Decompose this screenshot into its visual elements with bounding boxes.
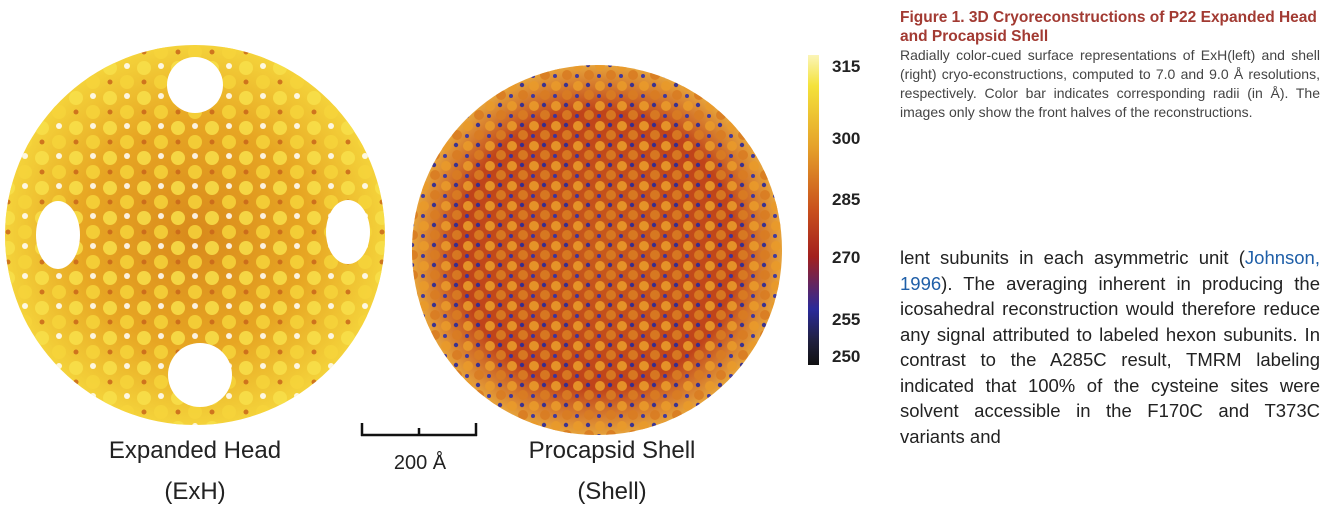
shell-image xyxy=(412,65,782,435)
color-tick: 285 xyxy=(832,190,860,210)
color-tick: 270 xyxy=(832,248,860,268)
scale-label: 200 Å xyxy=(340,452,500,475)
color-tick: 300 xyxy=(832,129,860,149)
panel-abbr: (ExH) xyxy=(65,478,325,506)
exh-image xyxy=(5,45,385,425)
text: lent subunits in each asymmetric unit ( xyxy=(900,247,1245,268)
panel-abbr: (Shell) xyxy=(482,478,742,506)
color-tick: 315 xyxy=(832,57,860,77)
panel-label: Procapsid Shell xyxy=(482,437,742,465)
text: ). The averaging inherent in producing t… xyxy=(900,273,1320,447)
caption-text: Radially color-cued surface representati… xyxy=(900,46,1320,122)
scale-bar xyxy=(361,423,477,436)
caption: Figure 1. 3D Cryoreconstructions of P22 … xyxy=(900,8,1320,122)
caption-title: Figure 1. 3D Cryoreconstructions of P22 … xyxy=(900,8,1320,46)
body-text: lent subunits in each asymmetric unit (J… xyxy=(900,245,1320,449)
color-tick: 250 xyxy=(832,347,860,367)
page: Expanded Head (ExH) Procapsid Shell (She… xyxy=(0,0,1331,509)
panel-label: Expanded Head xyxy=(65,437,325,465)
color-bar xyxy=(808,55,819,365)
color-tick: 255 xyxy=(832,310,860,330)
